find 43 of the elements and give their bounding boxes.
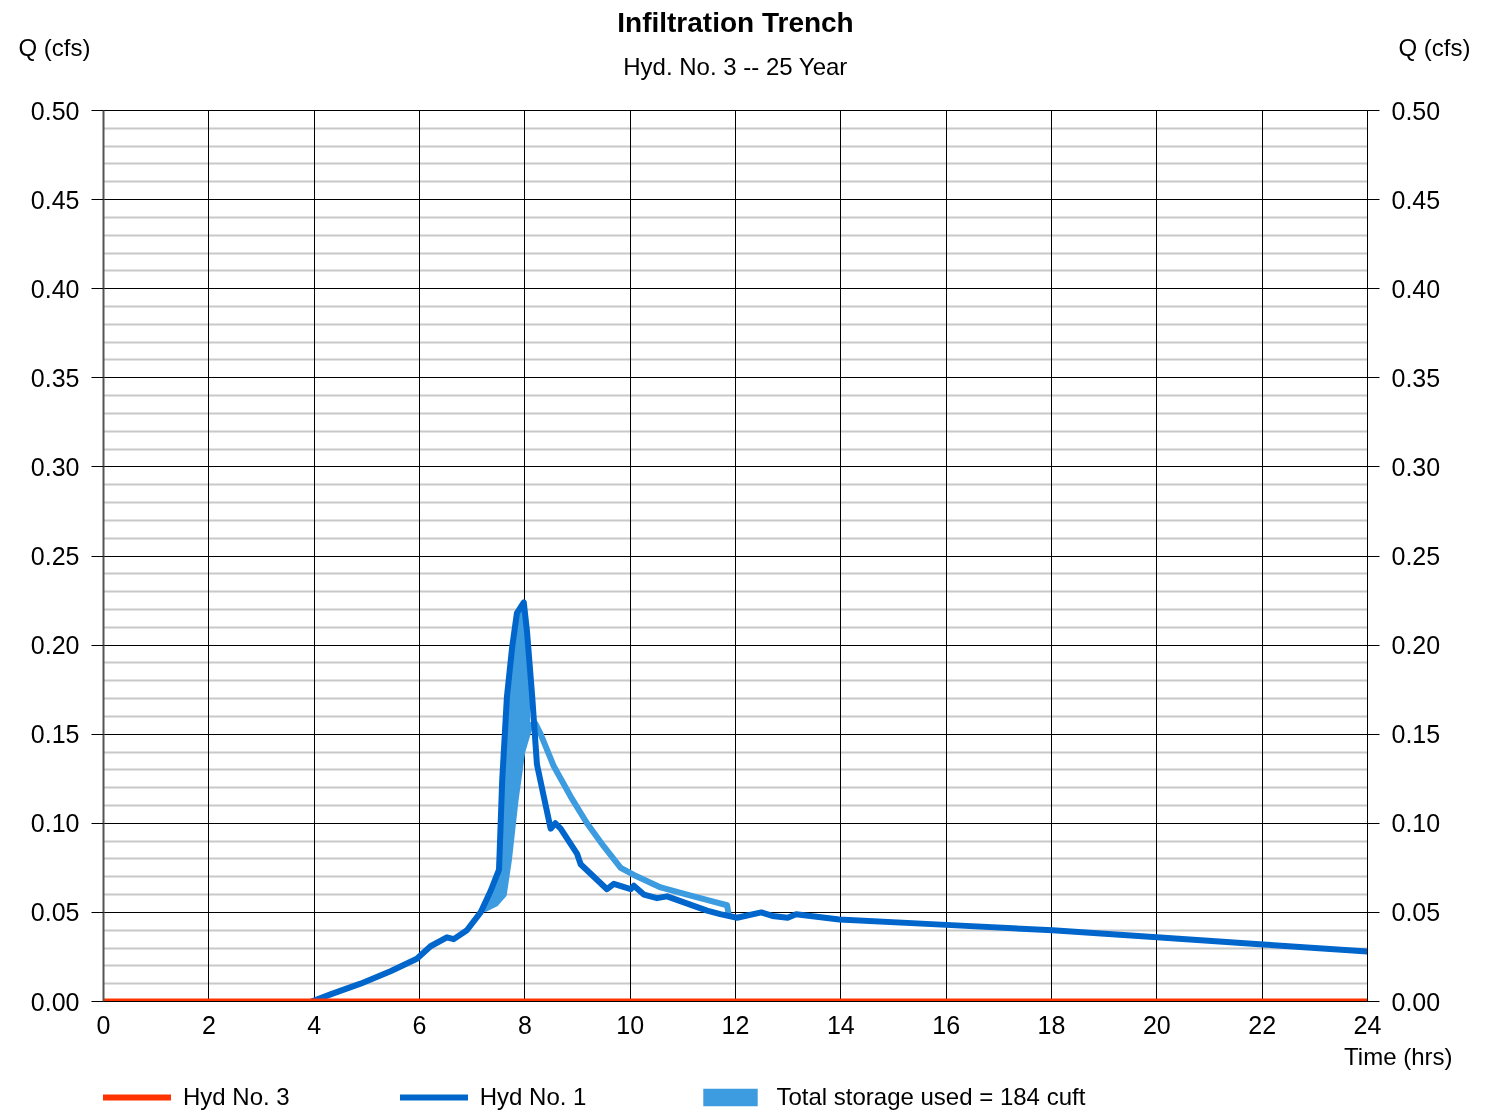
y2-tick-label: 0.30: [1391, 452, 1441, 481]
y-tick-label: 0.30: [30, 452, 80, 481]
x-tick-label: 24: [1353, 1010, 1382, 1039]
x-tick-label: 6: [412, 1010, 427, 1039]
x-tick-label: 14: [826, 1010, 855, 1039]
x-tick-label: 16: [932, 1010, 961, 1039]
x-tick-label: 12: [721, 1010, 750, 1039]
y-tick-label: 0.15: [30, 720, 80, 749]
x-tick-label: 8: [517, 1010, 532, 1039]
x-axis-title: Time (hrs): [1344, 1042, 1453, 1070]
y2-tick-label: 0.10: [1391, 809, 1441, 838]
x-tick-label: 2: [201, 1010, 216, 1039]
y-axis-title: Q (cfs): [18, 34, 91, 61]
chart-title: Infiltration Trench: [617, 7, 854, 38]
y2-tick-label: 0.20: [1391, 631, 1441, 660]
y-tick-label: 0.35: [30, 363, 80, 392]
y2-tick-label: 0.40: [1391, 274, 1441, 303]
y-tick-label: 0.40: [30, 274, 80, 303]
y2-tick-label: 0.05: [1391, 898, 1441, 927]
y2-tick-label: 0.00: [1391, 987, 1441, 1016]
y2-tick-label: 0.35: [1391, 363, 1441, 392]
y-tick-label: 0.10: [30, 809, 80, 838]
x-tick-label: 18: [1037, 1010, 1066, 1039]
y2-tick-label: 0.15: [1391, 720, 1441, 749]
x-tick-label: 10: [616, 1010, 645, 1039]
y-tick-label: 0.05: [30, 898, 80, 927]
y2-tick-label: 0.50: [1391, 96, 1441, 125]
y2-axis-title: Q (cfs): [1398, 34, 1471, 61]
legend-label: Total storage used = 184 cuft: [776, 1083, 1086, 1111]
x-tick-label: 20: [1142, 1010, 1171, 1039]
y2-tick-label: 0.45: [1391, 185, 1441, 214]
y-tick-label: 0.20: [30, 631, 80, 660]
y-tick-label: 0.25: [30, 542, 80, 570]
x-tick-label: 0: [96, 1010, 111, 1039]
y2-tick-label: 0.25: [1391, 542, 1441, 570]
legend-label: Hyd No. 1: [479, 1083, 587, 1111]
y-tick-label: 0.50: [30, 96, 80, 125]
y-tick-label: 0.45: [30, 185, 80, 214]
x-tick-label: 4: [307, 1010, 322, 1039]
y-tick-label: 0.00: [30, 987, 80, 1016]
legend-label: Hyd No. 3: [183, 1083, 290, 1111]
x-tick-label: 22: [1248, 1010, 1277, 1039]
chart-subtitle: Hyd. No. 3 -- 25 Year: [623, 53, 848, 80]
